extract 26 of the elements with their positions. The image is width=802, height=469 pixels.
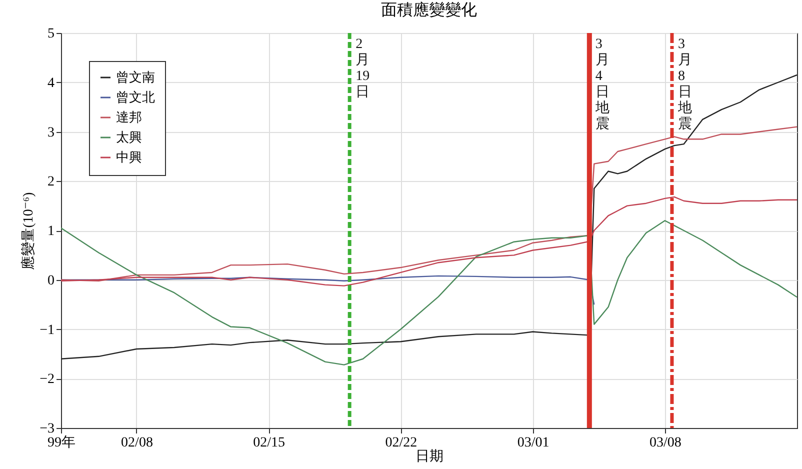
legend-label: 曾文南	[116, 70, 155, 84]
x-tick-label: 02/08	[121, 436, 153, 450]
ref-line-label: 3月4日地震	[594, 37, 610, 132]
x-tick-label: 03/08	[649, 436, 682, 450]
x-axis-title: 日期	[416, 448, 444, 464]
ref-line-label: 2月19日	[356, 37, 370, 100]
chart-title: 面積應變變化	[381, 1, 477, 19]
y-tick-label: −3	[40, 422, 54, 436]
y-tick-label: 2	[48, 174, 54, 190]
y-tick-label: 4	[48, 76, 54, 91]
legend-label: 中興	[116, 150, 142, 164]
y-tick-label: −2	[40, 372, 54, 388]
y-tick-label: 1	[48, 224, 54, 239]
legend-label: 達邦	[116, 110, 142, 124]
ref-line-label: 3月8日地震	[676, 37, 692, 132]
legend-label: 曾文北	[116, 90, 155, 104]
y-tick-label: −1	[40, 322, 54, 338]
y-axis-title: 應變量(10⁻⁶)	[20, 192, 37, 270]
y-tick-label: 0	[48, 273, 54, 288]
x-tick-label: 99年	[48, 434, 76, 450]
y-tick-label: 3	[48, 125, 54, 140]
legend-label: 太興	[116, 130, 142, 144]
x-tick-label: 02/15	[253, 436, 286, 450]
x-tick-label: 02/22	[385, 436, 418, 450]
x-tick-label: 03/01	[517, 436, 550, 450]
y-tick-label: 5	[48, 26, 54, 42]
